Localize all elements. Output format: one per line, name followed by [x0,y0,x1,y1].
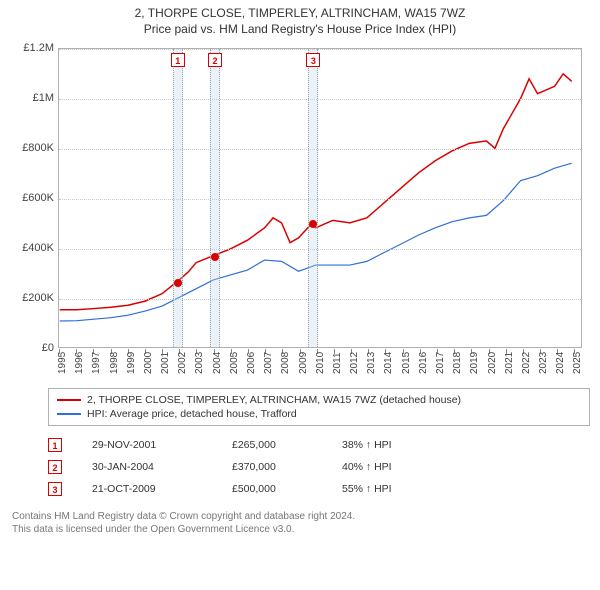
y-tick-label: £1M [10,92,54,104]
y-tick-label: £400K [10,242,54,254]
gridline [59,49,581,50]
chart-header: 2, THORPE CLOSE, TIMPERLEY, ALTRINCHAM, … [0,0,600,38]
y-tick-label: £200K [10,292,54,304]
chart-subtitle: Price paid vs. HM Land Registry's House … [0,22,600,36]
sales-row-relative: 40% ↑ HPI [342,461,442,473]
chart-title: 2, THORPE CLOSE, TIMPERLEY, ALTRINCHAM, … [0,6,600,20]
sales-row-marker: 2 [48,460,62,474]
sale-point-dot [174,279,182,287]
sales-row-date: 30-JAN-2004 [92,461,202,473]
sales-row: 1 29-NOV-2001 £265,000 38% ↑ HPI [48,434,590,456]
chart-container: 123 £0£200K£400K£600K£800K£1M£1.2M199519… [10,44,590,384]
legend-swatch [57,413,81,415]
sales-row-relative: 38% ↑ HPI [342,439,442,451]
sales-row-price: £265,000 [232,439,312,451]
y-tick-label: £1.2M [10,42,54,54]
sales-row-marker: 1 [48,438,62,452]
sale-marker-band [173,49,183,347]
sales-row: 3 21-OCT-2009 £500,000 55% ↑ HPI [48,478,590,500]
attribution-line1: Contains HM Land Registry data © Crown c… [12,510,590,523]
sales-row-relative: 55% ↑ HPI [342,483,442,495]
legend-row: 2, THORPE CLOSE, TIMPERLEY, ALTRINCHAM, … [57,393,581,407]
y-tick-label: £600K [10,192,54,204]
gridline [59,249,581,250]
legend-swatch [57,399,81,401]
legend-row: HPI: Average price, detached house, Traf… [57,407,581,421]
sale-point-dot [309,220,317,228]
sale-marker-number: 1 [171,53,185,67]
chart-lines [59,49,581,347]
sales-row: 2 30-JAN-2004 £370,000 40% ↑ HPI [48,456,590,478]
sale-marker-band [308,49,318,347]
legend: 2, THORPE CLOSE, TIMPERLEY, ALTRINCHAM, … [48,388,590,426]
sale-point-dot [211,253,219,261]
y-tick-label: £800K [10,142,54,154]
legend-label: 2, THORPE CLOSE, TIMPERLEY, ALTRINCHAM, … [87,394,461,406]
attribution: Contains HM Land Registry data © Crown c… [12,510,590,536]
sale-marker-number: 3 [306,53,320,67]
sale-marker-number: 2 [208,53,222,67]
gridline [59,149,581,150]
y-tick-label: £0 [10,342,54,354]
gridline [59,199,581,200]
gridline [59,299,581,300]
sales-table: 1 29-NOV-2001 £265,000 38% ↑ HPI 2 30-JAN-200… [48,434,590,500]
sales-row-date: 29-NOV-2001 [92,439,202,451]
sales-row-marker: 3 [48,482,62,496]
plot-area: 1 2 3 [58,48,582,348]
legend-label: HPI: Average price, detached house, Traf… [87,408,297,420]
gridline [59,99,581,100]
attribution-line2: This data is licensed under the Open Gov… [12,523,590,536]
sales-row-price: £370,000 [232,461,312,473]
sales-row-price: £500,000 [232,483,312,495]
x-tick-label: 2025 [572,352,600,374]
sales-row-date: 21-OCT-2009 [92,483,202,495]
sale-marker-band [210,49,220,347]
